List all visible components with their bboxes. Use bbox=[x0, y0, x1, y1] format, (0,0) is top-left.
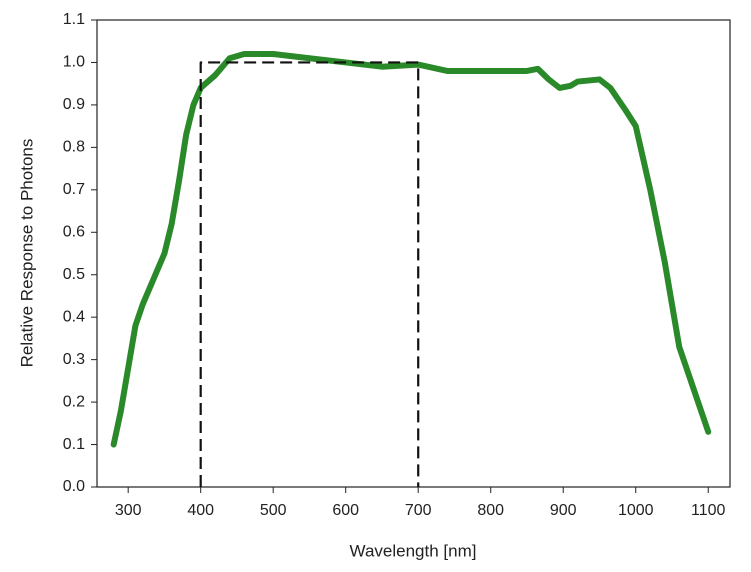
x-tick-label: 700 bbox=[405, 502, 432, 519]
y-tick-label: 0.1 bbox=[63, 436, 85, 453]
y-tick-label: 0.4 bbox=[63, 308, 85, 325]
y-tick-label: 0.9 bbox=[63, 96, 85, 113]
x-tick-label: 1000 bbox=[618, 502, 654, 519]
x-tick-label: 900 bbox=[550, 502, 577, 519]
y-axis-title: Relative Response to Photons bbox=[17, 139, 36, 368]
plot-frame bbox=[96, 19, 731, 488]
y-tick-label: 1.0 bbox=[63, 54, 85, 71]
y-tick-label: 1.1 bbox=[63, 11, 85, 28]
y-tick-label: 0.5 bbox=[63, 266, 85, 283]
x-tick-label: 800 bbox=[477, 502, 504, 519]
x-tick-label: 300 bbox=[115, 502, 142, 519]
x-axis-title: Wavelength [nm] bbox=[350, 541, 477, 560]
y-tick-label: 0.8 bbox=[63, 139, 85, 156]
dashed-line bbox=[199, 61, 420, 487]
y-tick-label: 0.6 bbox=[63, 223, 85, 240]
y-tick-label: 0.3 bbox=[63, 351, 85, 368]
y-tick-label: 0.2 bbox=[63, 393, 85, 410]
y-tick-label: 0.0 bbox=[63, 478, 85, 495]
x-tick-label: 400 bbox=[187, 502, 214, 519]
x-tick-label: 500 bbox=[260, 502, 287, 519]
x-tick-label: 1100 bbox=[691, 502, 726, 519]
x-tick-label: 600 bbox=[332, 502, 359, 519]
data-line bbox=[110, 50, 712, 448]
y-tick-label: 0.7 bbox=[63, 181, 85, 198]
